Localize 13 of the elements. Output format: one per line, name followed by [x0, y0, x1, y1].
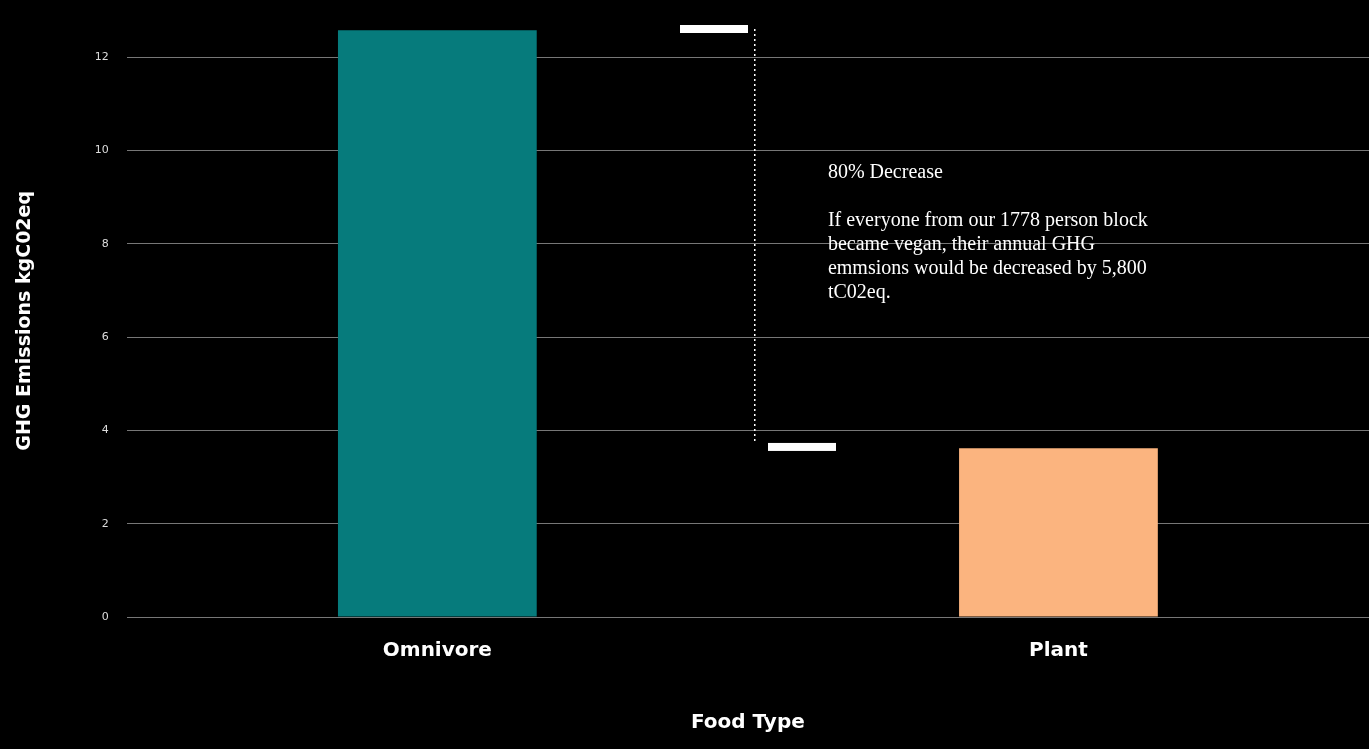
- y-tick-label: 6: [101, 329, 109, 343]
- y-tick-label: 12: [94, 50, 109, 64]
- y-tick-label: 8: [101, 236, 109, 250]
- x-tick-label: Plant: [1029, 637, 1089, 662]
- y-tick-label: 0: [101, 609, 109, 623]
- annotation: 80% Decrease: [827, 158, 944, 183]
- y-axis-title: GHG Emissions kgC02eq: [12, 190, 35, 451]
- annotation: If everyone from our 1778 person block became vegan, their annual GHG emmsions would be decreased by 5,800 tC02eq.: [827, 206, 1149, 303]
- x-axis-title: Food Type: [690, 709, 805, 734]
- y-tick-label: 2: [101, 516, 109, 530]
- y-tick-label: 10: [94, 143, 109, 157]
- y-tick-label: 4: [101, 423, 109, 437]
- x-tick-label: Omnivore: [382, 637, 492, 662]
